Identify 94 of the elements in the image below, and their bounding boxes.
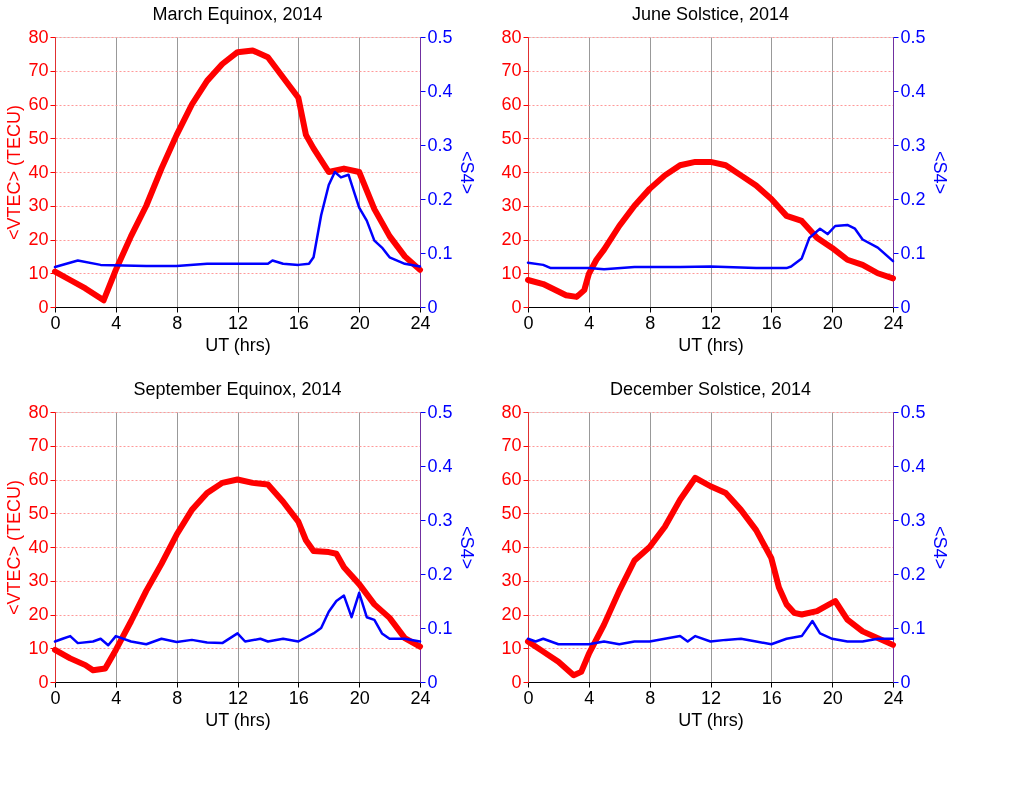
y-tick-label: 0: [38, 671, 49, 692]
x-axis-title: UT (hrs): [205, 334, 271, 355]
y2-tick-label: 0.3: [427, 509, 453, 530]
chart-title: December Solstice, 2014: [609, 379, 812, 399]
x-tick-label: 12: [227, 312, 249, 333]
y2-axis-title: <S4>: [929, 150, 950, 195]
y-tick-label: 30: [28, 570, 49, 591]
y-axis-title: <VTEC> (TECU): [4, 479, 25, 616]
y-tick-label: 40: [28, 161, 49, 182]
y2-tick-label: 0.2: [900, 188, 926, 209]
y-tick-label: 70: [28, 60, 49, 81]
y-tick-label: 50: [501, 127, 522, 148]
y2-tick-label: 0.5: [900, 401, 926, 422]
chart-title: September Equinox, 2014: [133, 379, 342, 399]
x-tick-label: 8: [172, 687, 183, 708]
y2-axis-title: <S4>: [456, 525, 477, 570]
x-axis-title: UT (hrs): [678, 334, 744, 355]
y-tick-label: 80: [501, 26, 522, 47]
y-tick-label: 10: [28, 262, 49, 283]
chart-title: March Equinox, 2014: [152, 4, 323, 24]
x-tick-label: 8: [172, 312, 183, 333]
line-series: [526, 223, 895, 271]
y-tick-label: 60: [501, 469, 522, 489]
y-tick-label: 70: [501, 60, 522, 81]
line-series: [53, 591, 422, 647]
y-tick-label: 20: [501, 604, 522, 624]
y2-tick-label: 0.1: [900, 617, 926, 638]
y2-tick-label: 0.5: [427, 26, 453, 47]
y-tick-label: 10: [28, 637, 49, 658]
y-tick-label: 40: [501, 536, 522, 557]
y2-tick-label: 0.4: [427, 455, 453, 476]
x-tick-label: 16: [761, 687, 782, 708]
y-tick-label: 80: [501, 401, 522, 422]
y-tick-label: 70: [501, 435, 522, 456]
x-tick-label: 20: [349, 687, 370, 708]
y2-tick-label: 0.3: [427, 134, 453, 155]
y-tick-label: 10: [501, 637, 522, 658]
y-tick-label: 80: [28, 401, 49, 422]
y-axis-title: <VTEC> (TECU): [4, 104, 25, 241]
x-tick-label: 4: [584, 312, 595, 333]
y-tick-label: 60: [501, 94, 522, 114]
line-series: [53, 170, 422, 269]
y2-tick-label: 0.1: [427, 242, 453, 263]
y-tick-label: 10: [501, 262, 522, 283]
y-tick-label: 30: [501, 195, 522, 216]
x-tick-label: 16: [288, 687, 309, 708]
y-tick-label: 0: [511, 671, 522, 692]
x-tick-label: 20: [349, 312, 370, 333]
y2-tick-label: 0.4: [900, 455, 926, 476]
y2-tick-label: 0.5: [900, 26, 926, 47]
y2-axis-title: <S4>: [929, 525, 950, 570]
y-tick-label: 20: [501, 229, 522, 249]
y2-tick-label: 0.1: [427, 617, 453, 638]
y-tick-label: 80: [28, 26, 49, 47]
y2-tick-label: 0.4: [427, 80, 453, 101]
line-series: [526, 619, 895, 646]
y2-tick-label: 0.1: [900, 242, 926, 263]
y-tick-label: 20: [28, 604, 49, 624]
x-axis-title: UT (hrs): [678, 709, 744, 730]
x-axis-title: UT (hrs): [205, 709, 271, 730]
x-tick-label: 12: [700, 312, 722, 333]
y-tick-label: 30: [28, 195, 49, 216]
x-tick-label: 4: [111, 312, 122, 333]
y-tick-label: 70: [28, 435, 49, 456]
x-tick-label: 8: [645, 312, 656, 333]
y-tick-label: 30: [501, 570, 522, 591]
x-tick-label: 4: [584, 687, 595, 708]
x-tick-label: 16: [288, 312, 309, 333]
y-tick-label: 60: [28, 469, 49, 489]
y-tick-label: 40: [501, 161, 522, 182]
y-tick-label: 50: [501, 502, 522, 523]
y2-tick-label: 0.3: [900, 509, 926, 530]
y-tick-label: 0: [38, 296, 49, 317]
y2-tick-label: 0.2: [900, 563, 926, 584]
x-tick-label: 20: [822, 312, 843, 333]
y2-axis-title: <S4>: [456, 150, 477, 195]
y-tick-label: 50: [28, 502, 49, 523]
y2-tick-label: 0.3: [900, 134, 926, 155]
x-tick-label: 8: [645, 687, 656, 708]
y2-tick-label: 0.4: [900, 80, 926, 101]
y-tick-label: 40: [28, 536, 49, 557]
chart-title: June Solstice, 2014: [631, 4, 790, 24]
x-tick-label: 12: [700, 687, 722, 708]
y-tick-label: 0: [511, 296, 522, 317]
x-tick-label: 20: [822, 687, 843, 708]
y2-tick-label: 0.5: [427, 401, 453, 422]
x-tick-label: 4: [111, 687, 122, 708]
y2-tick-label: 0.2: [427, 563, 453, 584]
y-tick-label: 50: [28, 127, 49, 148]
y-tick-label: 60: [28, 94, 49, 114]
x-tick-label: 12: [227, 687, 249, 708]
y2-tick-label: 0.2: [427, 188, 453, 209]
y-tick-label: 20: [28, 229, 49, 249]
x-tick-label: 16: [761, 312, 782, 333]
